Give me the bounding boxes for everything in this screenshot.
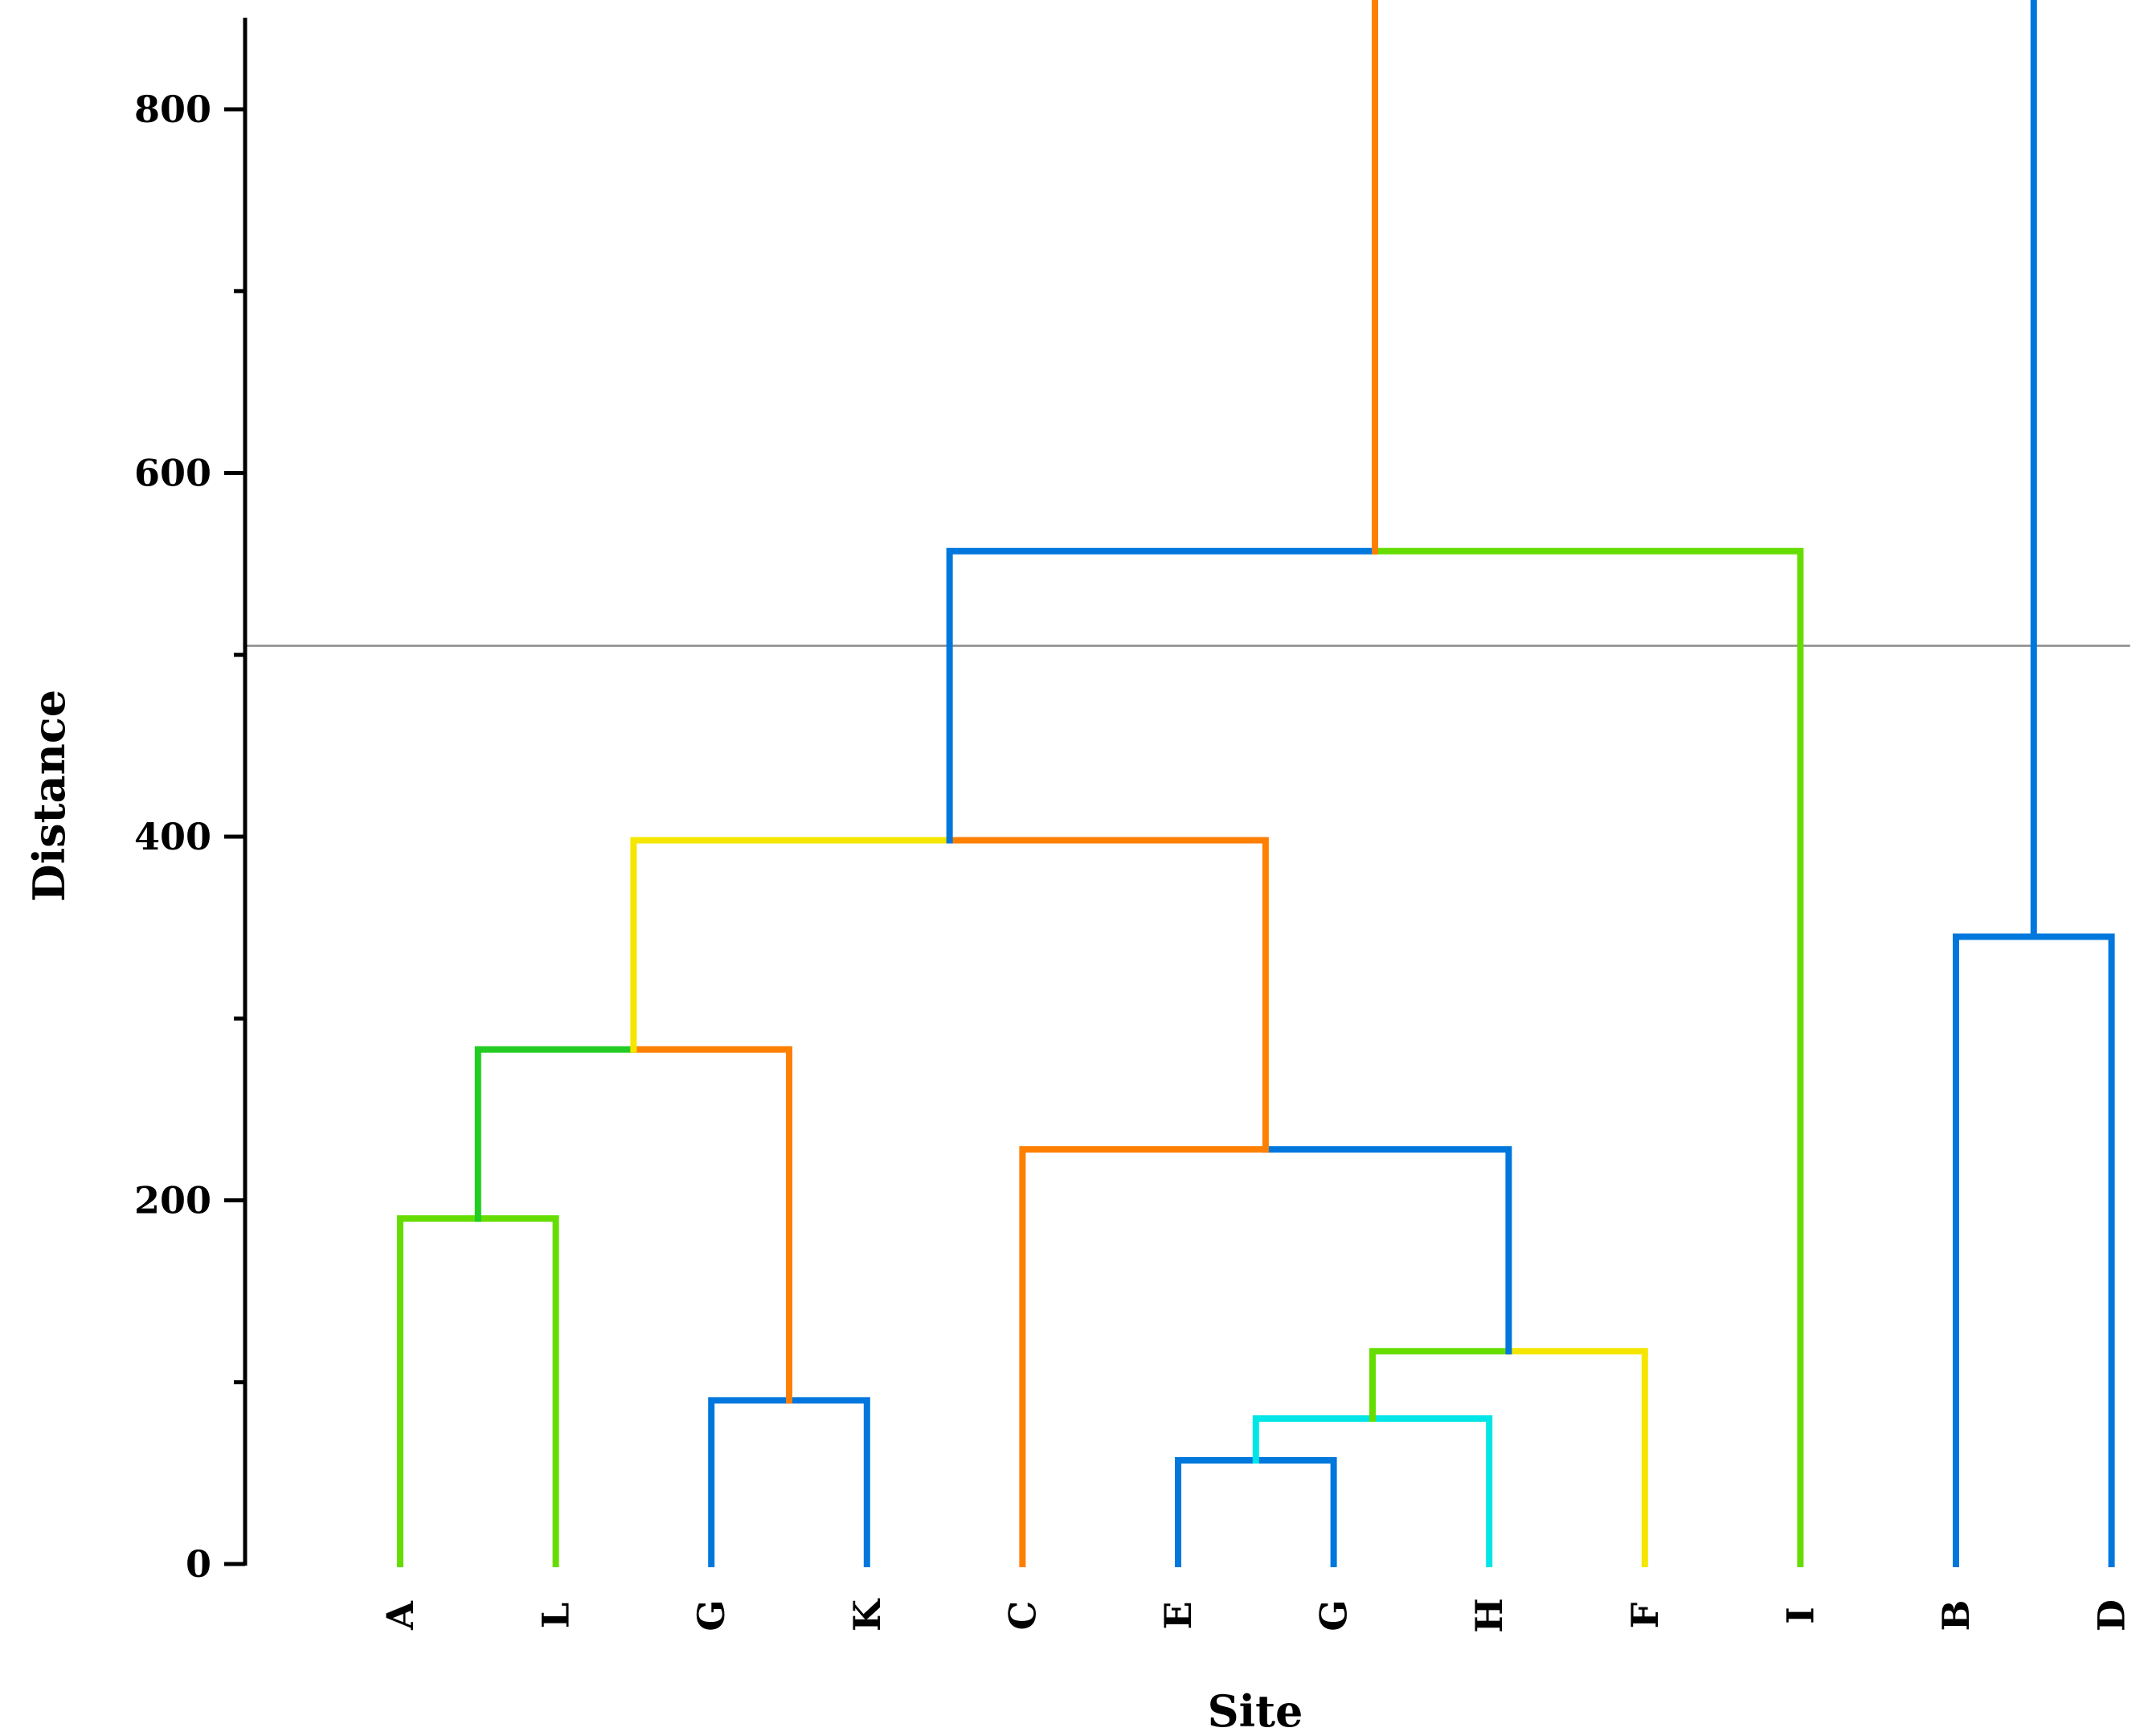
leaf-label: G <box>689 1599 733 1631</box>
link-m7-right <box>1262 1146 1512 1355</box>
link-m11-left <box>1372 0 1379 555</box>
y-tick-label: 600 <box>134 452 211 495</box>
link-m5-left <box>1252 1415 1376 1464</box>
y-tick-label: 800 <box>134 88 211 131</box>
y-tick-label: 0 <box>186 1542 211 1586</box>
x-axis-title: Site <box>1208 1685 1303 1736</box>
link-m8-left <box>630 837 953 1053</box>
link-m3-left <box>474 1046 637 1222</box>
link-m2-left <box>708 1397 792 1567</box>
link-m4-right <box>1252 1457 1337 1567</box>
link-m6-left <box>1369 1348 1512 1422</box>
link-m10-right <box>2030 933 2115 1567</box>
leaf-label: H <box>1467 1598 1511 1632</box>
leaf-label: C <box>1000 1601 1044 1631</box>
link-m10-left <box>1953 933 2037 1567</box>
y-axis-title: Distance <box>23 690 75 902</box>
link-m1-left <box>397 1215 481 1567</box>
leaf-label: L <box>534 1603 578 1628</box>
leaf-label: G <box>1312 1599 1356 1631</box>
leaf-label: I <box>1778 1607 1822 1624</box>
leaf-label: B <box>1934 1600 1978 1632</box>
leaf-label: E <box>1156 1601 1200 1629</box>
link-m4-left <box>1175 1457 1259 1567</box>
y-tick-label: 400 <box>134 815 211 858</box>
link-m3-right <box>630 1046 792 1404</box>
link-m2-right <box>786 1397 870 1567</box>
leaf-label: A <box>378 1600 422 1631</box>
dendrogram-links <box>397 0 2115 1567</box>
link-m8-right <box>946 837 1269 1153</box>
link-m5-right <box>1369 1415 1493 1567</box>
link-m1-right <box>474 1215 559 1567</box>
leaf-label: K <box>845 1598 889 1632</box>
link-m6-right <box>1505 1348 1648 1567</box>
leaf-label: F <box>1623 1602 1667 1628</box>
y-axis: 02004006008001000120014001600 <box>134 18 248 1586</box>
link-m9-left <box>946 547 1379 844</box>
link-m7-left <box>1019 1146 1269 1567</box>
leaf-label: D <box>2090 1599 2134 1632</box>
link-m11-right <box>2030 0 2037 940</box>
y-tick-label: 200 <box>134 1179 211 1222</box>
link-m9-right <box>1372 547 1804 1567</box>
